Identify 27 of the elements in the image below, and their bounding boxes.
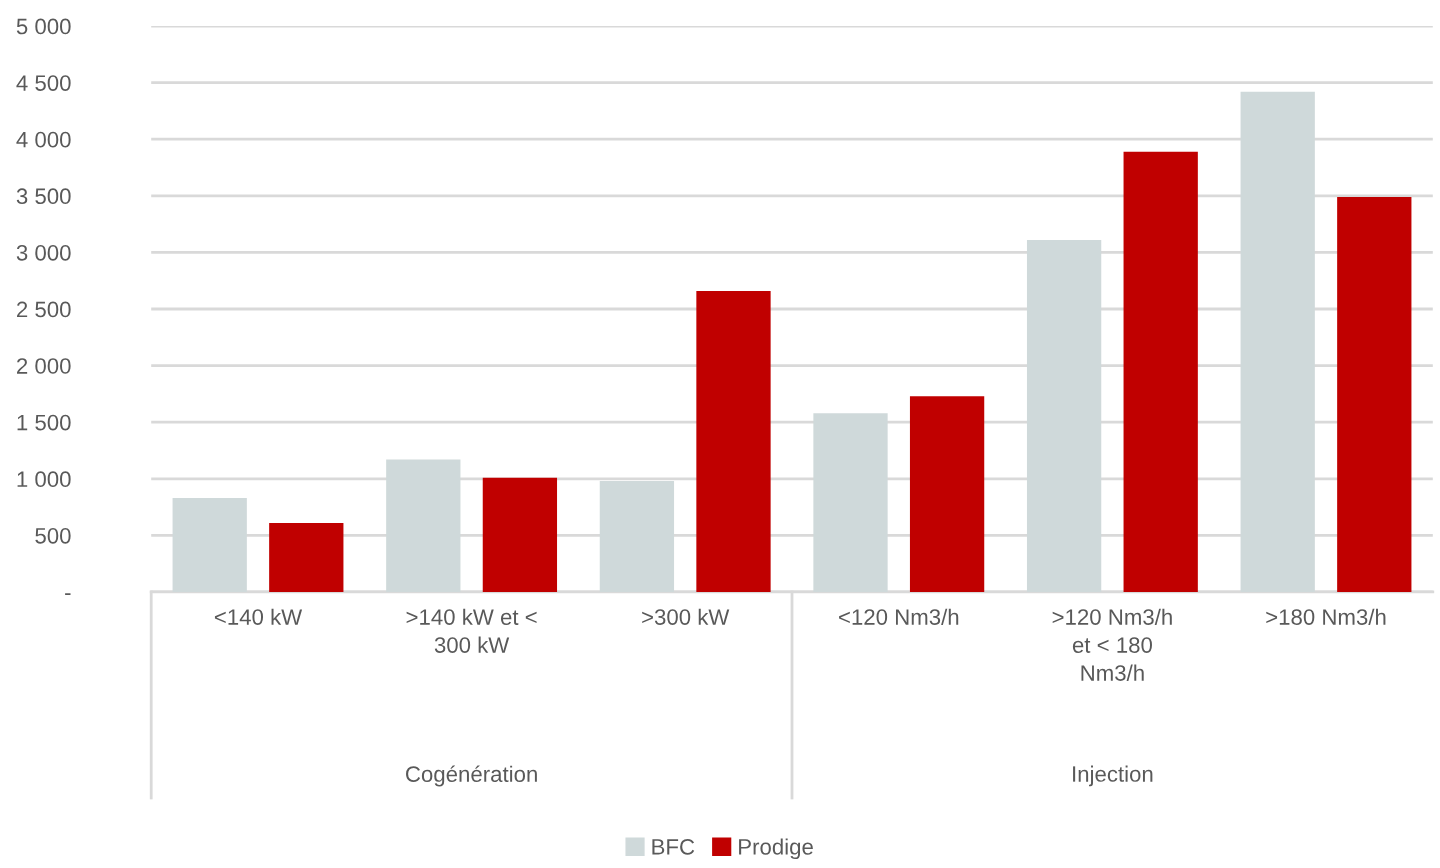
x-tick-label: >180 Nm3/h [1266,608,1386,625]
text: Injection [1073,765,1153,787]
y-tick-label: - [65,593,71,595]
y-tick-label: 500 [35,527,71,544]
legend-label: Prodige [739,838,813,860]
y-tick-label: 3 500 [16,188,71,205]
text: Cogénération [406,765,537,787]
bar [482,477,558,592]
x-tick-label: <140 kW [214,608,303,625]
bar [1337,196,1412,592]
x-tick-label: <120 Nm3/h [839,608,959,625]
y-tick-label: 1 000 [17,471,71,488]
y-tick-label: 2 500 [17,301,71,318]
y-tick-label: 5 000 [16,18,71,35]
y-tick-label: 4 000 [16,131,71,148]
x-tick-label: >140 kW et < 300 kW [406,608,537,653]
bar [696,290,771,592]
y-tick-label: 2 000 [17,358,71,374]
bar [1123,151,1198,592]
bar [269,522,344,592]
legend-label: BFC [652,838,695,855]
y-tick-label: 1 500 [17,414,71,431]
bar [909,396,985,592]
x-tick-label: >120 Nm3/h et < 180 Nm3/h [1052,608,1172,681]
y-tick-label: 3 000 [16,244,71,261]
y-tick-label: 4 500 [16,75,71,91]
x-tick-label: >300 kW [642,608,730,625]
